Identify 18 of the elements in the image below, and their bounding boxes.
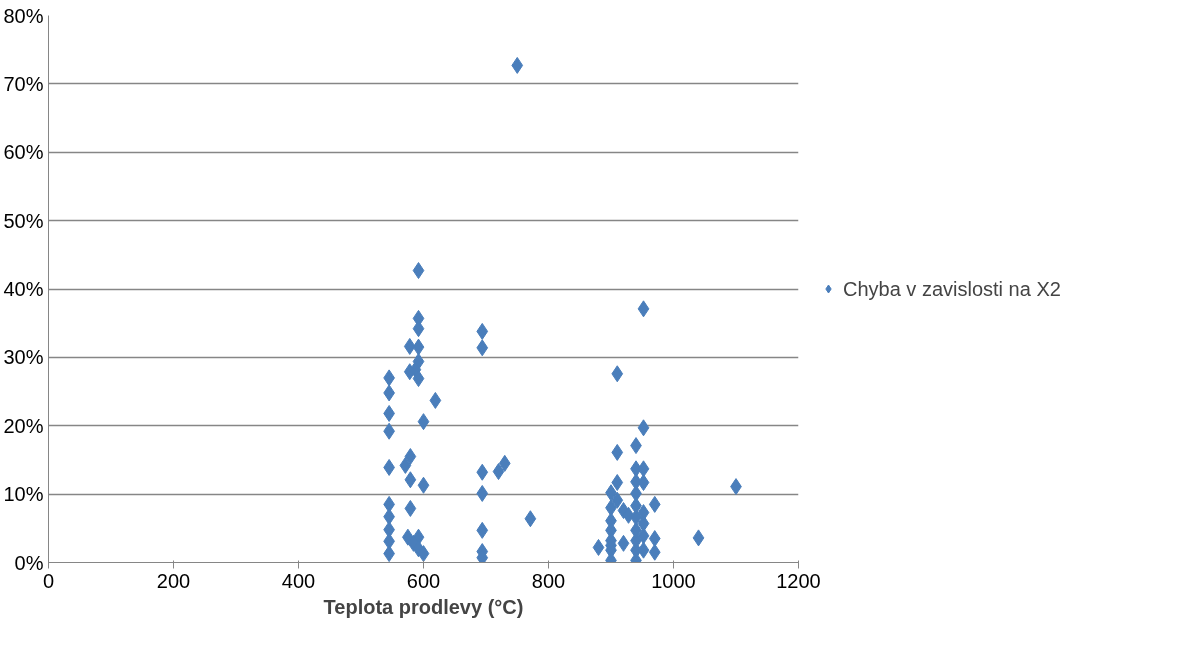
y-tick-label: 80%	[3, 4, 44, 27]
y-tick-label: 10%	[3, 483, 44, 506]
x-tick-label: 800	[531, 569, 566, 592]
y-tick-label: 50%	[3, 209, 44, 232]
y-tick-label: 20%	[3, 414, 44, 437]
y-tick-label: 30%	[3, 346, 44, 369]
x-tick-label: 600	[406, 569, 441, 592]
x-axis-title: Teplota prodlevy (°C)	[323, 595, 524, 618]
x-tick-label: 0	[42, 569, 55, 592]
x-tick-label: 400	[281, 569, 316, 592]
x-tick-label: 1200	[776, 569, 821, 592]
y-tick-label: 40%	[3, 278, 44, 300]
y-tick-label: 70%	[3, 72, 44, 95]
y-tick-label: 0%	[14, 551, 44, 574]
x-tick-label: 200	[156, 569, 191, 592]
x-tick-label: 1000	[651, 569, 696, 592]
legend-label: Chyba v zavislosti na X2	[843, 277, 1062, 300]
y-tick-label: 60%	[3, 141, 44, 164]
